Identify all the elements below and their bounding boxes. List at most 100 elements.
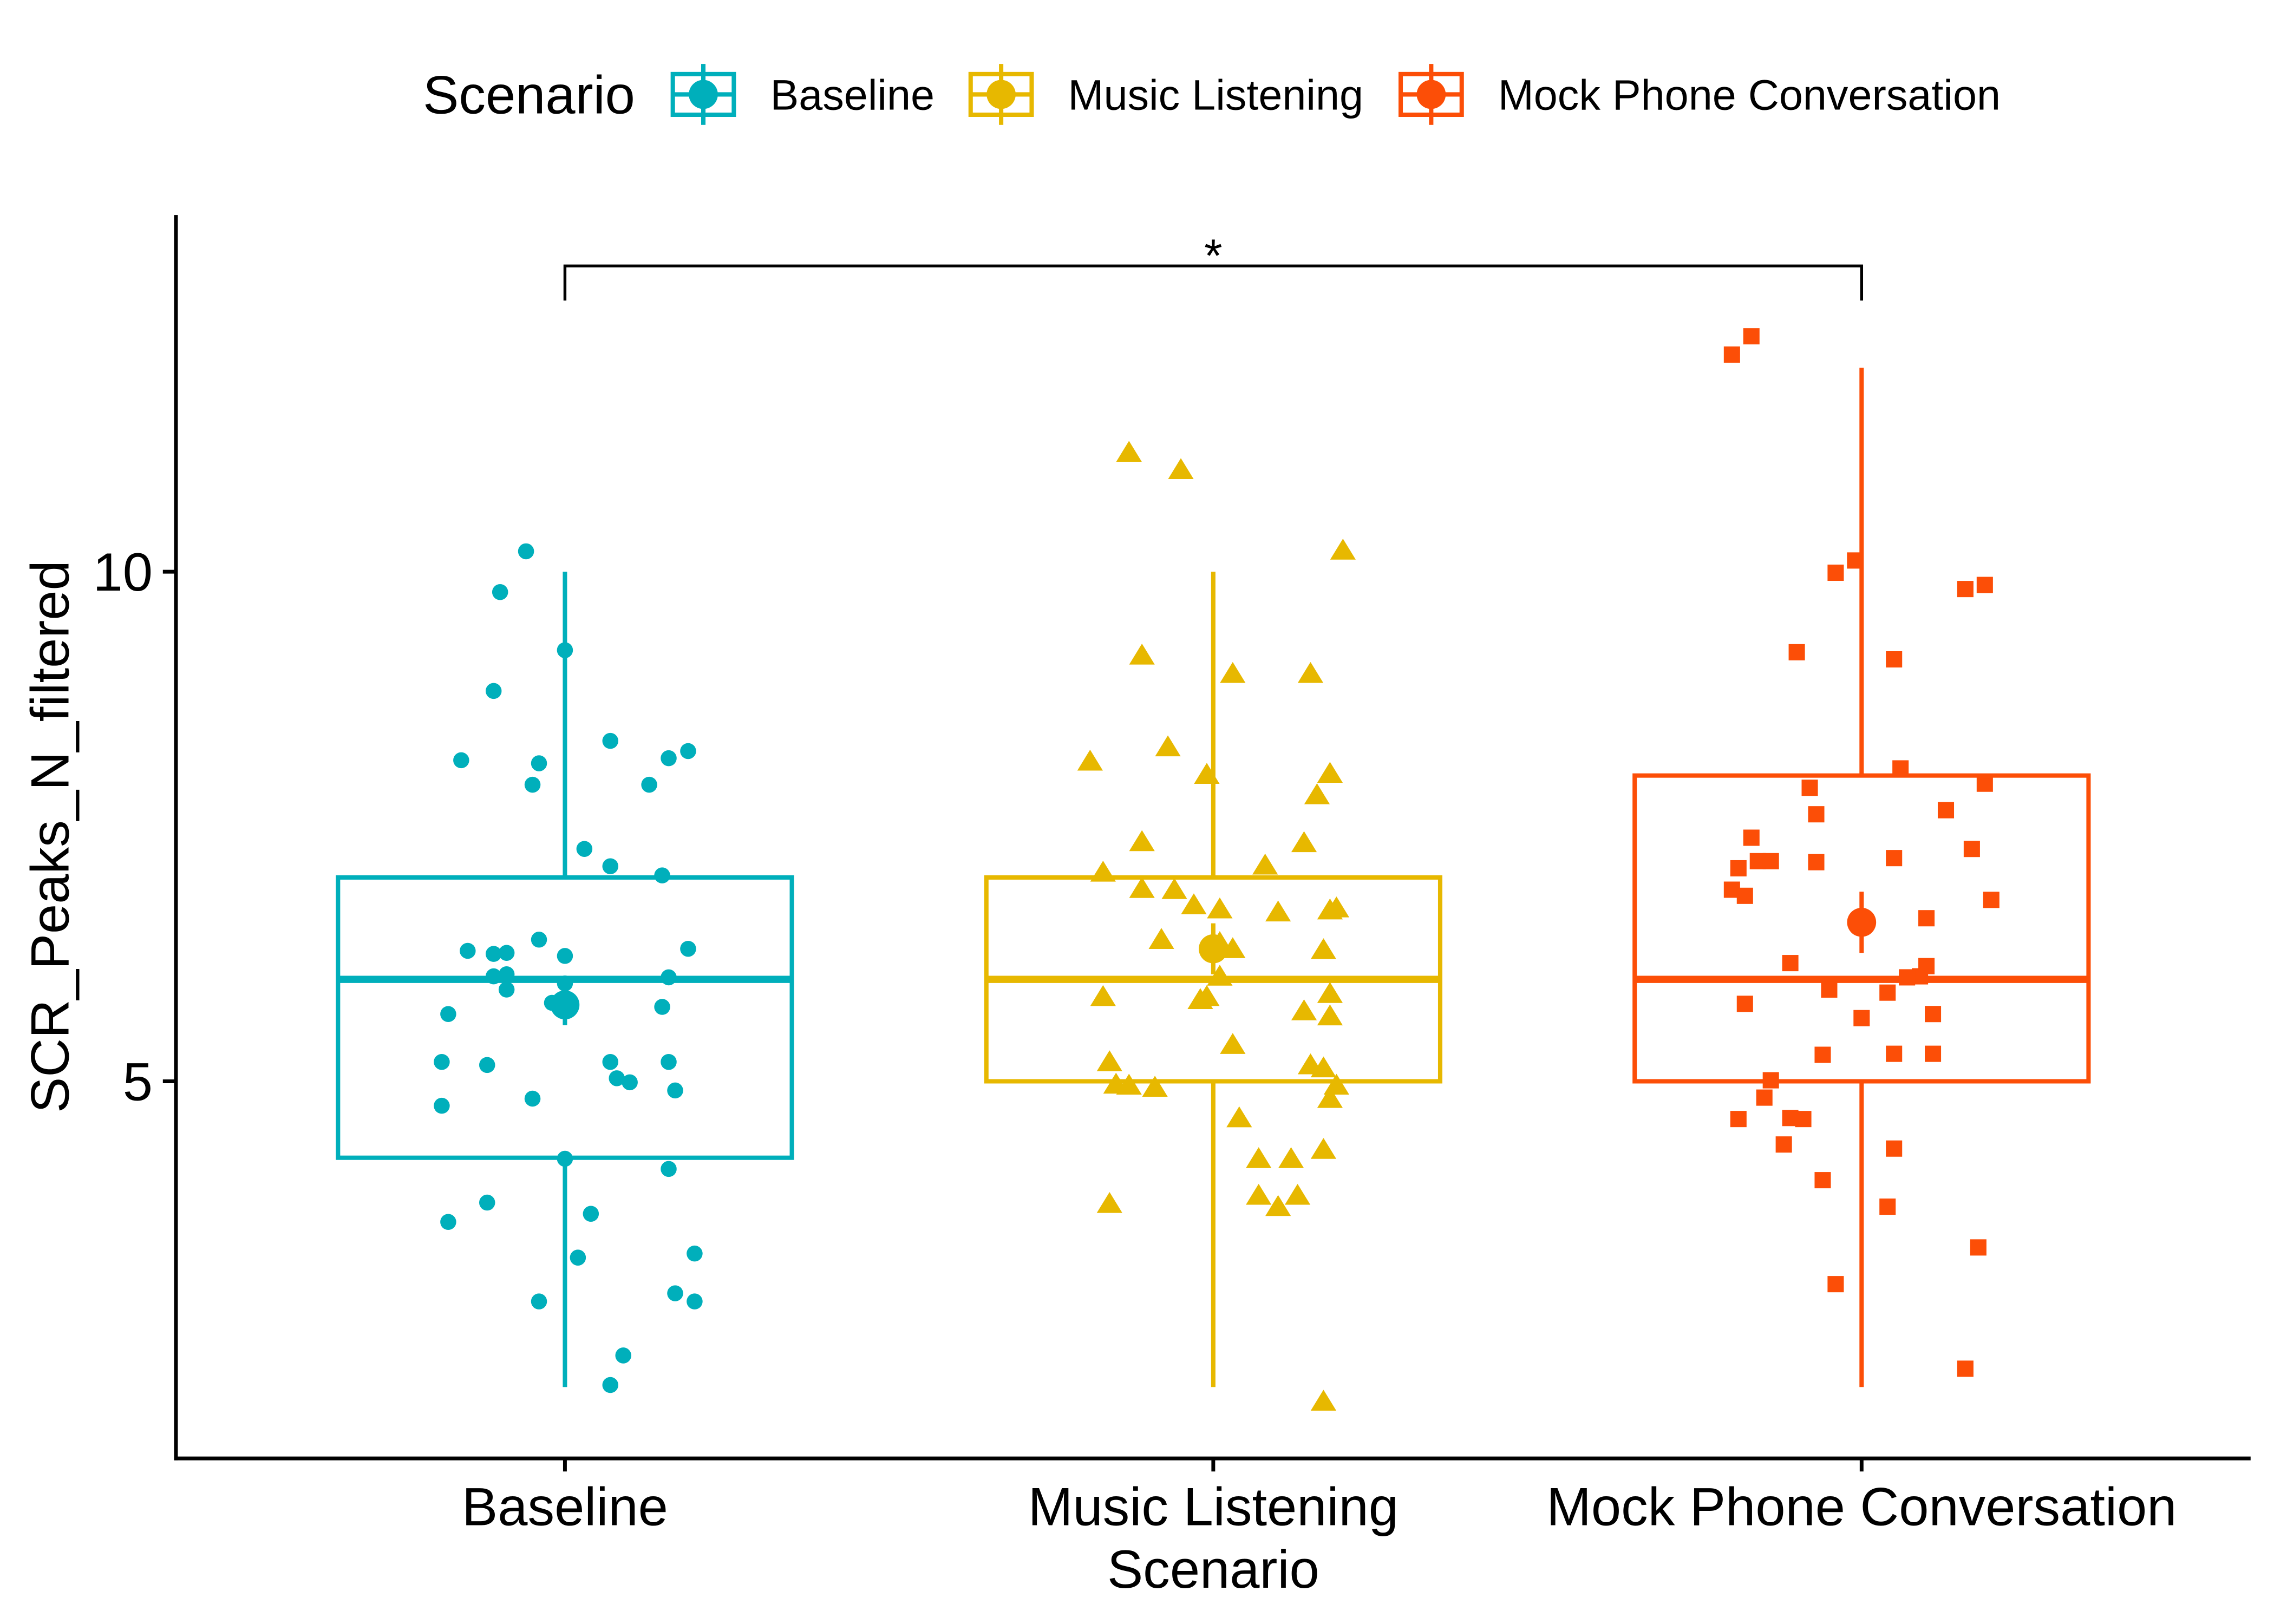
music-listening-data-point (1317, 1004, 1343, 1026)
mock-phone-conversation-data-point (1762, 1072, 1779, 1089)
mock-phone-conversation-data-point (1827, 564, 1844, 581)
music-listening-data-point (1207, 965, 1233, 986)
baseline-data-point (641, 776, 657, 793)
baseline-data-point (680, 743, 696, 759)
baseline-data-point (661, 750, 677, 767)
music-listening-data-point (1129, 644, 1155, 665)
baseline-data-point (479, 1057, 495, 1073)
mock-phone-conversation-points (1723, 328, 1999, 1377)
mock-phone-conversation-data-point (1730, 1111, 1747, 1128)
x-tick-label-music-listening: Music Listening (1028, 1477, 1399, 1537)
mock-phone-conversation-data-point (1782, 955, 1799, 972)
legend: Scenario Baseline Music Listening Mock P… (423, 64, 2001, 125)
legend-item-baseline: Baseline (670, 64, 935, 125)
mock-phone-conversation-data-point (1814, 1046, 1831, 1063)
music-listening-data-point (1096, 1050, 1122, 1071)
legend-label-music-listening: Music Listening (1068, 71, 1363, 119)
baseline-mean-summary (550, 984, 580, 1025)
mock-phone-conversation-data-point (1788, 644, 1805, 660)
baseline-data-point (557, 642, 573, 658)
mock-phone-conversation-data-point (1808, 854, 1825, 870)
music-listening-data-point (1317, 1087, 1343, 1108)
mock-phone-conversation-data-point (1886, 850, 1903, 867)
music-listening-points (1077, 441, 1356, 1411)
mock-phone-conversation-data-point (1827, 1276, 1844, 1293)
mock-phone-conversation-data-point (1723, 346, 1740, 363)
mock-phone-conversation-data-point (1925, 1045, 1942, 1062)
baseline-data-point (485, 946, 502, 962)
mock-phone-conversation-data-point (1886, 651, 1903, 668)
baseline-data-point (602, 1053, 619, 1070)
mock-phone-conversation-data-point (1983, 892, 1999, 908)
mock-phone-conversation-data-point (1899, 969, 1916, 986)
music-listening-data-point (1077, 749, 1103, 771)
baseline-data-point (557, 975, 573, 992)
y-tick-label: 5 (123, 1052, 153, 1112)
mock-phone-conversation-mean-point (1847, 907, 1877, 937)
baseline-data-point (440, 1006, 456, 1022)
legend-key-baseline (670, 64, 736, 125)
music-listening-data-point (1330, 539, 1356, 560)
legend-title: Scenario (423, 65, 635, 125)
baseline-data-point (524, 1090, 541, 1107)
x-axis-title: Scenario (1107, 1540, 1319, 1600)
plot-panel (336, 328, 2091, 1411)
mock-phone-conversation-data-point (1879, 1199, 1896, 1215)
mock-phone-conversation-data-point (1937, 802, 1955, 818)
x-axis-ticks: Baseline Music Listening Mock Phone Conv… (462, 1458, 2177, 1537)
mock-phone-conversation-data-point (1730, 860, 1747, 877)
legend-item-music-listening: Music Listening (968, 64, 1363, 125)
baseline-data-point (498, 945, 515, 961)
baseline-data-point (557, 948, 573, 964)
mock-phone-conversation-data-point (1808, 806, 1825, 823)
music-listening-data-point (1116, 441, 1142, 462)
baseline-data-point (667, 1285, 683, 1301)
baseline-data-point (609, 1070, 625, 1086)
music-listening-data-point (1310, 1390, 1337, 1411)
music-listening-data-point (1323, 896, 1350, 918)
legend-key-mean-point (689, 80, 718, 109)
y-tick-label: 10 (93, 542, 153, 603)
music-listening-data-point (1220, 662, 1246, 683)
mock-phone-conversation-data-point (1892, 760, 1909, 777)
music-listening-data-point (1297, 662, 1324, 683)
music-listening-data-point (1278, 1147, 1304, 1168)
x-tick-label-baseline: Baseline (462, 1477, 668, 1537)
music-listening-data-point (1284, 1183, 1311, 1205)
baseline-data-point (524, 776, 541, 793)
baseline-data-point (460, 942, 476, 959)
mock-phone-conversation-data-point (1847, 552, 1864, 569)
baseline-points (434, 543, 703, 1393)
mock-phone-conversation-data-point (1879, 984, 1896, 1001)
music-listening-data-point (1317, 762, 1343, 783)
baseline-data-point (615, 1347, 631, 1364)
music-listening-data-point (1310, 938, 1337, 959)
baseline-mean-point (550, 990, 580, 1020)
baseline-data-point (654, 999, 670, 1015)
music-listening-data-point (1194, 763, 1220, 784)
baseline-data-point (531, 755, 547, 771)
mock-phone-conversation-data-point (1886, 1045, 1903, 1062)
mock-phone-conversation-mean-summary (1847, 892, 1877, 953)
mock-phone-conversation-data-point (1976, 775, 1993, 792)
music-listening-data-point (1090, 861, 1116, 882)
music-listening-data-point (1129, 877, 1155, 898)
music-listening-data-point (1142, 1076, 1168, 1097)
music-listening-data-point (1265, 900, 1291, 922)
baseline-data-point (531, 932, 547, 948)
baseline-data-point (687, 1293, 703, 1309)
y-axis-title: SCR_Peaks_N_filtered (20, 560, 80, 1113)
music-listening-data-point (1168, 458, 1194, 479)
music-listening-data-point (1317, 982, 1343, 1003)
legend-label-mock-phone-conversation: Mock Phone Conversation (1498, 71, 2001, 119)
music-listening-data-point (1207, 897, 1233, 919)
baseline-data-point (485, 683, 502, 699)
mock-phone-conversation-data-point (1743, 328, 1760, 345)
baseline-data-point (680, 940, 696, 957)
mock-phone-conversation-data-point (1853, 1010, 1870, 1026)
music-listening-data-point (1304, 783, 1330, 804)
music-listening-mean-point (1199, 934, 1228, 964)
baseline-data-point (661, 969, 677, 986)
music-listening-data-point (1129, 830, 1155, 852)
significance-label: * (1204, 230, 1222, 282)
